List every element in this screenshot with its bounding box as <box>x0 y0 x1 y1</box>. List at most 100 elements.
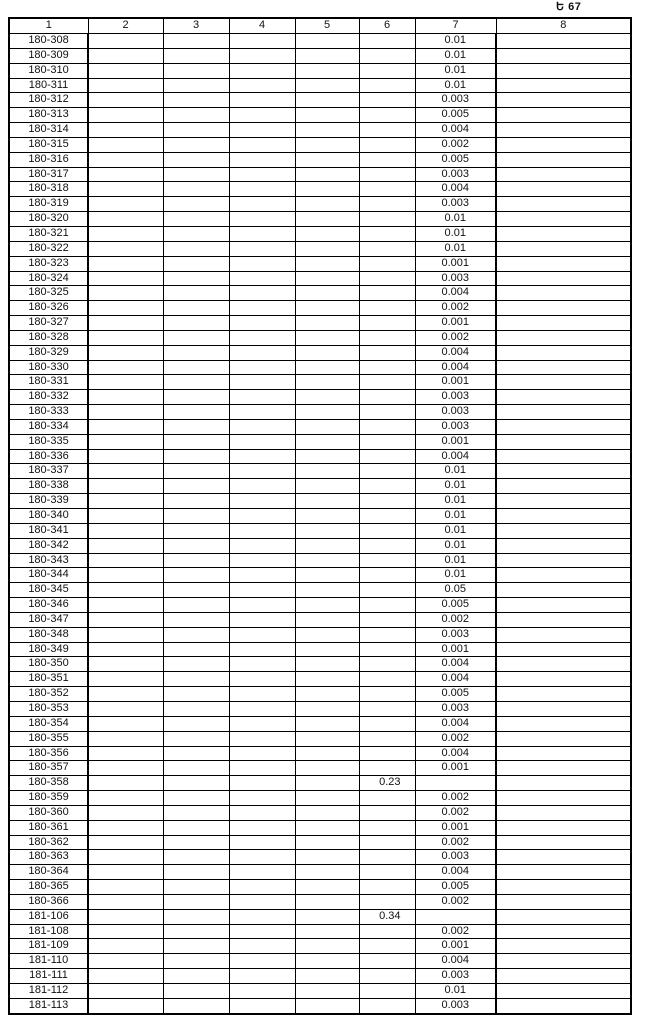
cell-col8 <box>495 775 632 792</box>
cell-col8 <box>495 715 632 732</box>
cell-col2 <box>87 300 164 317</box>
cell-col7: 0.003 <box>414 418 497 435</box>
cell-col7: 0.004 <box>414 344 497 361</box>
cell-col2 <box>87 552 164 569</box>
cell-col4 <box>228 686 296 702</box>
cell-col2 <box>87 537 164 554</box>
cell-col7: 0.005 <box>414 597 497 613</box>
cell-col2 <box>87 211 164 227</box>
cell-col3 <box>162 849 230 866</box>
cell-col7: 0.003 <box>414 92 497 109</box>
cell-col3 <box>162 834 230 851</box>
cell-col6 <box>358 522 416 539</box>
cell-id: 181-111 <box>8 968 89 984</box>
cell-col6 <box>358 107 416 124</box>
cell-col6 <box>358 597 416 613</box>
cell-col8 <box>495 864 632 881</box>
cell-col4 <box>228 77 296 94</box>
cell-col6 <box>358 864 416 881</box>
cell-col7: 0.01 <box>414 77 497 94</box>
cell-col5 <box>294 804 360 821</box>
cell-id: 180-357 <box>8 760 89 777</box>
cell-col3 <box>162 418 230 435</box>
cell-col4 <box>228 790 296 806</box>
cell-id: 180-342 <box>8 537 89 554</box>
cell-col8 <box>495 938 632 955</box>
table-row: 180-362 0.002 <box>8 834 632 851</box>
cell-col5 <box>294 879 360 895</box>
cell-id: 180-358 <box>8 775 89 792</box>
cell-col5 <box>294 849 360 866</box>
cell-col4 <box>228 597 296 613</box>
table-row: 180-345 0.05 <box>8 582 632 599</box>
cell-col8 <box>495 641 632 658</box>
cell-col8 <box>495 255 632 272</box>
cell-col3 <box>162 270 230 287</box>
cell-col7: 0.01 <box>414 537 497 554</box>
cell-col6 <box>358 255 416 272</box>
cell-col2 <box>87 626 164 643</box>
cell-col6 <box>358 240 416 257</box>
cell-col7: 0.004 <box>414 359 497 376</box>
table-row: 180-320 0.01 <box>8 211 632 227</box>
cell-id: 180-324 <box>8 270 89 287</box>
cell-id: 180-328 <box>8 329 89 346</box>
cell-col3 <box>162 819 230 836</box>
cell-id: 180-329 <box>8 344 89 361</box>
cell-col5 <box>294 864 360 881</box>
cell-col7: 0.01 <box>414 240 497 257</box>
cell-col4 <box>228 775 296 792</box>
cell-col4 <box>228 508 296 524</box>
cell-col5 <box>294 329 360 346</box>
cell-col3 <box>162 285 230 302</box>
cell-col2 <box>87 448 164 465</box>
cell-col6 <box>358 819 416 836</box>
cell-col5 <box>294 151 360 168</box>
column-header-2: 2 <box>87 17 164 34</box>
cell-col2 <box>87 760 164 777</box>
cell-col5 <box>294 567 360 584</box>
cell-col6 <box>358 893 416 910</box>
cell-col2 <box>87 418 164 435</box>
cell-col6 <box>358 300 416 317</box>
cell-id: 180-365 <box>8 879 89 895</box>
cell-col5 <box>294 92 360 109</box>
cell-col5 <box>294 537 360 554</box>
cell-col2 <box>87 285 164 302</box>
column-header-3: 3 <box>162 17 230 34</box>
table-row: 180-356 0.004 <box>8 745 632 762</box>
cell-col2 <box>87 122 164 138</box>
cell-col5 <box>294 908 360 925</box>
cell-id: 180-333 <box>8 404 89 420</box>
cell-col8 <box>495 122 632 138</box>
cell-col6 <box>358 760 416 777</box>
cell-col6 <box>358 968 416 984</box>
cell-col2 <box>87 463 164 480</box>
cell-col6 <box>358 790 416 806</box>
cell-col4 <box>228 671 296 688</box>
cell-col4 <box>228 418 296 435</box>
table-row: 180-331 0.001 <box>8 374 632 391</box>
cell-id: 180-354 <box>8 715 89 732</box>
table-row: 180-348 0.003 <box>8 626 632 643</box>
cell-id: 180-338 <box>8 478 89 495</box>
table-row: 180-349 0.001 <box>8 641 632 658</box>
cell-col7: 0.004 <box>414 448 497 465</box>
cell-col7: 0.002 <box>414 790 497 806</box>
table-row: 180-351 0.004 <box>8 671 632 688</box>
cell-col6 <box>358 463 416 480</box>
cell-col5 <box>294 136 360 153</box>
cell-id: 180-339 <box>8 493 89 509</box>
cell-id: 180-308 <box>8 33 89 49</box>
cell-id: 180-361 <box>8 819 89 836</box>
cell-col5 <box>294 923 360 940</box>
cell-col8 <box>495 804 632 821</box>
table-row: 180-338 0.01 <box>8 478 632 495</box>
cell-col6 <box>358 33 416 49</box>
cell-col6 <box>358 196 416 213</box>
cell-col8 <box>495 315 632 331</box>
cell-col5 <box>294 404 360 420</box>
cell-col8 <box>495 418 632 435</box>
cell-id: 180-360 <box>8 804 89 821</box>
cell-col3 <box>162 879 230 895</box>
